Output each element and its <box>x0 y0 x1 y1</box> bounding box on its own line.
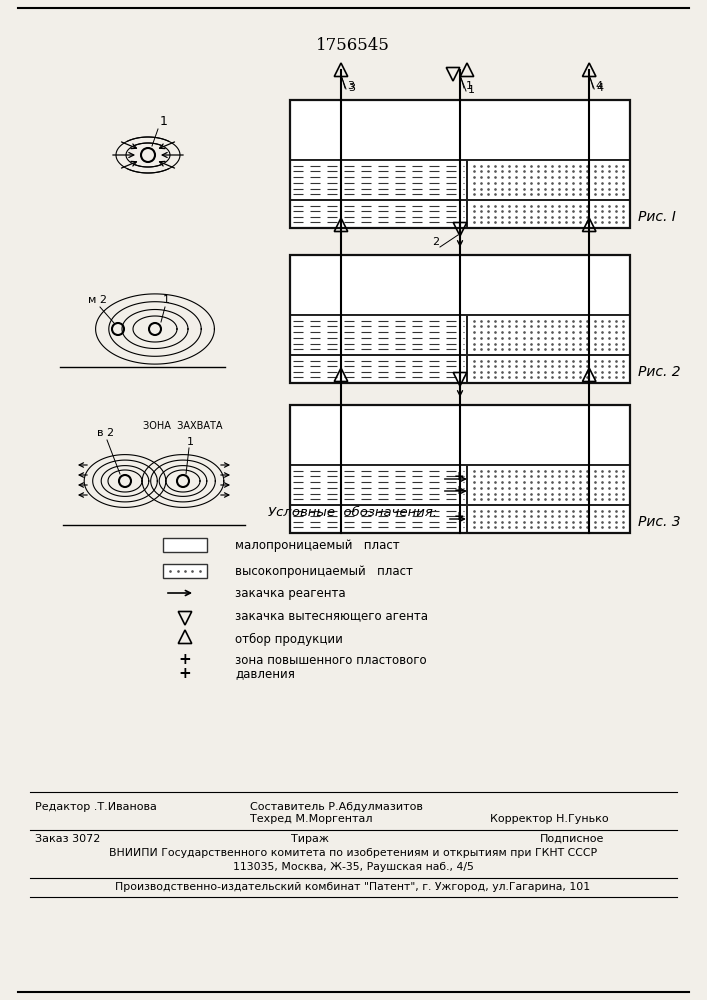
Text: давления: давления <box>235 668 295 680</box>
Bar <box>467 355 630 383</box>
Bar <box>467 465 630 505</box>
Bar <box>467 315 630 355</box>
Text: Заказ 3072: Заказ 3072 <box>35 834 100 844</box>
Bar <box>290 255 630 315</box>
Text: 1: 1 <box>468 85 475 95</box>
Text: +: + <box>179 652 192 668</box>
Bar <box>290 200 467 228</box>
Text: Рис. I: Рис. I <box>638 210 676 224</box>
Text: закачка вытесняющего агента: закачка вытесняющего агента <box>235 609 428 622</box>
Text: Техред М.Моргентал: Техред М.Моргентал <box>250 814 373 824</box>
Text: Составитель Р.Абдулмазитов: Составитель Р.Абдулмазитов <box>250 802 423 812</box>
Bar <box>467 160 630 200</box>
Text: зона повышенного пластового: зона повышенного пластового <box>235 654 426 666</box>
Bar <box>467 505 630 533</box>
Bar <box>467 465 630 505</box>
Bar <box>290 505 467 533</box>
Bar <box>290 315 467 355</box>
Text: Условные  обозначения:: Условные обозначения: <box>269 506 438 519</box>
Text: Редактор .Т.Иванова: Редактор .Т.Иванова <box>35 802 157 812</box>
Bar <box>467 505 630 533</box>
Text: в 2: в 2 <box>97 428 114 438</box>
Bar <box>290 505 467 533</box>
Text: ЗОНА  ЗАХВАТА: ЗОНА ЗАХВАТА <box>143 421 223 431</box>
Bar <box>290 355 467 383</box>
Text: Рис. 2: Рис. 2 <box>638 365 681 379</box>
Text: Рис. 3: Рис. 3 <box>638 515 681 529</box>
Text: Подписное: Подписное <box>540 834 604 844</box>
Bar <box>290 465 467 505</box>
Text: отбор продукции: отбор продукции <box>235 632 343 646</box>
Bar <box>290 100 630 228</box>
Text: 1: 1 <box>163 295 170 305</box>
Text: закачка реагента: закачка реагента <box>235 586 346 599</box>
Bar <box>290 315 467 355</box>
Bar <box>467 200 630 228</box>
Text: 1: 1 <box>466 81 473 91</box>
Text: 1: 1 <box>160 115 168 128</box>
Bar <box>290 160 467 200</box>
Text: 3: 3 <box>347 81 354 91</box>
Bar <box>467 315 630 355</box>
Text: малопроницаемый   пласт: малопроницаемый пласт <box>235 538 399 552</box>
Text: Производственно-издательский комбинат "Патент", г. Ужгород, ул.Гагарина, 101: Производственно-издательский комбинат "П… <box>115 882 590 892</box>
Bar <box>290 465 467 505</box>
Text: 1: 1 <box>187 437 194 447</box>
Text: +: + <box>179 666 192 682</box>
Bar <box>290 100 630 160</box>
Text: 113035, Москва, Ж-35, Раушская наб., 4/5: 113035, Москва, Ж-35, Раушская наб., 4/5 <box>233 862 474 872</box>
Bar <box>467 200 630 228</box>
Text: +: + <box>454 485 464 497</box>
Bar <box>290 405 630 465</box>
Bar <box>290 355 467 383</box>
Text: 1756545: 1756545 <box>316 36 390 53</box>
Bar <box>163 564 207 578</box>
Text: Корректор Н.Гунько: Корректор Н.Гунько <box>490 814 609 824</box>
Bar <box>290 160 467 200</box>
Text: +: + <box>454 471 464 484</box>
Text: Тираж: Тираж <box>291 834 329 844</box>
Text: 4: 4 <box>595 81 602 91</box>
Text: 2: 2 <box>432 237 439 247</box>
Text: ВНИИПИ Государственного комитета по изобретениям и открытиям при ГКНТ СССР: ВНИИПИ Государственного комитета по изоб… <box>109 848 597 858</box>
Bar <box>467 160 630 200</box>
Bar <box>467 355 630 383</box>
Text: 3: 3 <box>348 83 355 93</box>
Bar <box>290 255 630 383</box>
Text: +: + <box>454 510 464 523</box>
Text: высокопроницаемый   пласт: высокопроницаемый пласт <box>235 564 413 578</box>
Text: м 2: м 2 <box>88 295 107 305</box>
Bar <box>163 538 207 552</box>
Bar <box>290 200 467 228</box>
Bar <box>290 405 630 533</box>
Text: 4: 4 <box>596 83 603 93</box>
